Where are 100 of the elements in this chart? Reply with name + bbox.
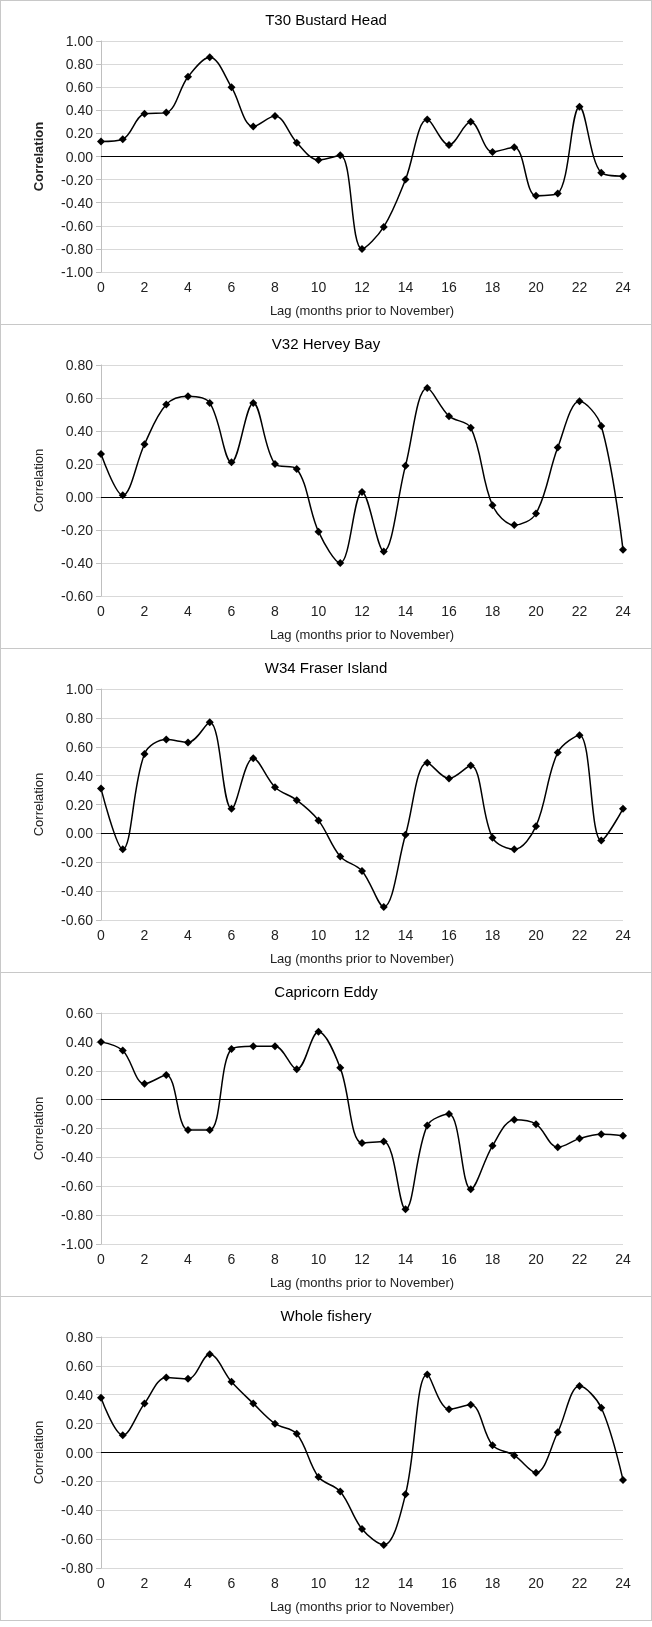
y-axis-title: Correlation	[31, 1096, 46, 1161]
y-tick-label: -0.60	[61, 588, 94, 604]
point	[379, 1137, 388, 1146]
y-tick-label: 0.00	[65, 1091, 94, 1108]
y-tick-label: 0.00	[65, 489, 94, 505]
x-tick-label: 18	[484, 603, 501, 619]
x-axis-title: Lag (months prior to November)	[269, 951, 455, 966]
point	[292, 1429, 301, 1438]
point	[271, 783, 279, 792]
y-tick-label: 0.40	[65, 1033, 94, 1050]
point	[619, 172, 627, 181]
x-tick-label: 10	[310, 279, 327, 295]
point	[532, 1468, 540, 1477]
point	[379, 222, 388, 231]
point	[184, 1374, 192, 1383]
x-tick-label: 22	[571, 279, 588, 295]
x-tick-label: 4	[184, 279, 193, 295]
point	[140, 1079, 149, 1088]
point	[249, 754, 258, 763]
point	[184, 1125, 192, 1134]
point	[97, 137, 105, 146]
y-tick-label: -0.60	[61, 1531, 94, 1548]
x-tick-label: 2	[140, 1575, 149, 1591]
point	[619, 804, 627, 813]
x-tick-label: 0	[97, 603, 106, 619]
x-tick-label: 24	[615, 279, 631, 295]
point	[423, 1121, 432, 1130]
x-tick-label: 12	[354, 927, 370, 943]
point	[162, 1071, 171, 1080]
chart-title: V32 Hervey Bay	[271, 335, 381, 352]
y-axis-title: Correlation	[31, 121, 46, 192]
y-tick-label: -0.60	[61, 1178, 94, 1195]
point	[423, 384, 432, 393]
x-tick-label: 10	[310, 1251, 327, 1267]
point	[336, 1063, 345, 1072]
x-tick-label: 20	[528, 279, 544, 295]
point	[227, 1045, 236, 1054]
x-tick-label: 14	[397, 1251, 414, 1267]
point	[358, 488, 366, 497]
x-tick-label: 16	[441, 1251, 457, 1267]
point	[553, 189, 562, 198]
x-tick-label: 8	[271, 1575, 280, 1591]
y-tick-label: -0.60	[61, 912, 94, 928]
x-tick-label: 16	[441, 1575, 457, 1591]
point	[118, 1431, 127, 1440]
x-tick-label: 24	[615, 1575, 631, 1591]
x-tick-label: 6	[227, 927, 236, 943]
x-tick-label: 16	[441, 603, 457, 619]
point	[510, 1115, 519, 1124]
x-tick-label: 18	[484, 1251, 501, 1267]
x-tick-label: 14	[397, 603, 414, 619]
x-tick-label: 8	[271, 1251, 280, 1267]
chart-title: T30 Bustard Head	[265, 11, 387, 28]
point	[205, 398, 214, 407]
point	[553, 443, 562, 452]
point	[488, 1141, 497, 1150]
x-tick-label: 14	[397, 927, 414, 943]
point	[205, 1125, 214, 1134]
x-tick-label: 8	[271, 603, 280, 619]
point	[510, 521, 519, 530]
x-tick-label: 6	[227, 1251, 236, 1267]
point	[292, 138, 301, 147]
point	[401, 175, 410, 184]
y-tick-label: 0.40	[65, 423, 94, 439]
x-axis-title: Lag (months prior to November)	[269, 303, 455, 318]
x-tick-label: 24	[615, 927, 631, 943]
point	[271, 460, 279, 468]
x-tick-label: 10	[310, 1575, 327, 1591]
y-tick-label: 0.00	[65, 148, 94, 165]
point	[358, 1525, 366, 1534]
x-tick-label: 22	[571, 927, 588, 943]
y-tick-label: -0.20	[61, 1473, 94, 1490]
y-tick-label: -0.20	[61, 1120, 94, 1137]
point	[445, 774, 453, 783]
x-tick-label: 12	[354, 1575, 370, 1591]
x-tick-label: 18	[484, 1575, 501, 1591]
x-tick-label: 12	[354, 603, 370, 619]
y-tick-label: 0.40	[65, 767, 94, 784]
chart-title: W34 Fraser Island	[264, 659, 388, 676]
y-tick-label: 0.20	[65, 1062, 94, 1079]
point	[140, 749, 149, 758]
point	[488, 501, 497, 510]
x-axis-title: Lag (months prior to November)	[269, 1275, 455, 1290]
point	[597, 1403, 606, 1412]
y-tick-label: 0.80	[65, 709, 94, 726]
point	[619, 545, 627, 554]
point	[205, 53, 214, 62]
point	[423, 1370, 432, 1379]
x-tick-label: 20	[528, 603, 544, 619]
x-axis-title: Lag (months prior to November)	[269, 627, 455, 642]
y-tick-label: 0.40	[65, 102, 94, 119]
y-tick-label: -0.60	[61, 217, 94, 234]
point	[314, 1027, 323, 1036]
point	[205, 1350, 214, 1359]
y-tick-label: 0.80	[65, 357, 94, 373]
y-tick-label: 0.80	[65, 1329, 94, 1345]
point	[162, 108, 171, 117]
point	[445, 1110, 453, 1119]
point	[227, 458, 236, 467]
x-tick-label: 14	[397, 1575, 414, 1591]
